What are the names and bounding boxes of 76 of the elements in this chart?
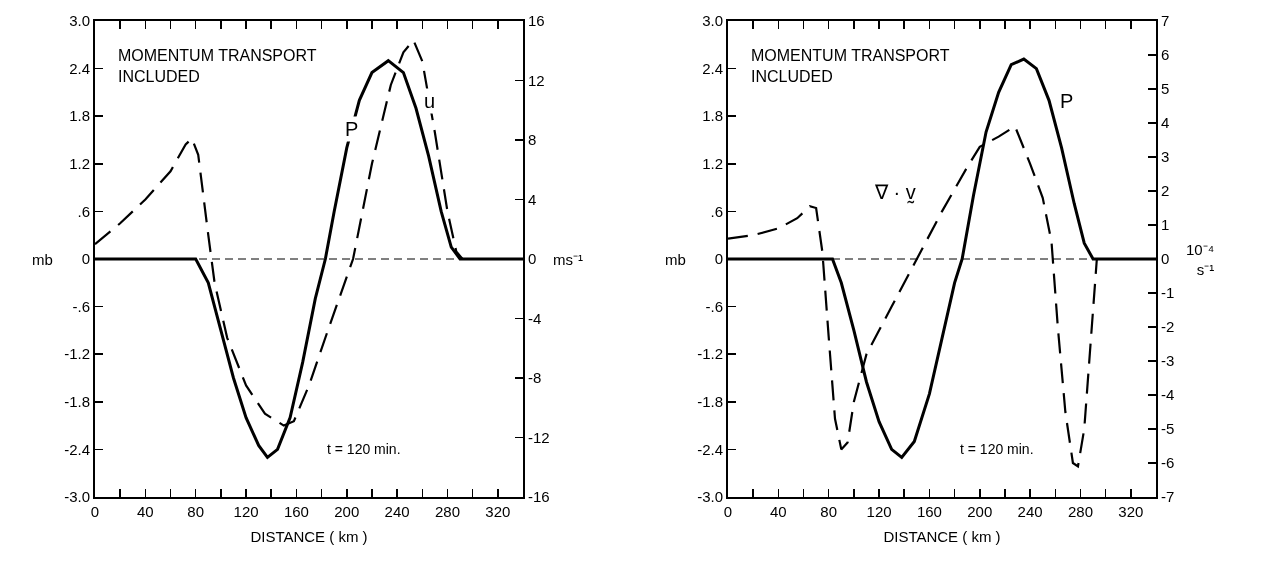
x-axis-title: DISTANCE ( km ) (250, 527, 368, 545)
y2-tick-label: -1 (1161, 284, 1175, 302)
y2-tick-label: -12 (528, 428, 550, 446)
x-tick-label: 240 (384, 503, 410, 520)
series-label: ∇ · v̰ (874, 181, 916, 204)
y-tick-label: -2.4 (697, 440, 723, 458)
x-tick-label: 80 (187, 503, 205, 520)
y-tick-label: 0 (81, 250, 90, 268)
y-tick-label: 1.8 (702, 107, 723, 125)
y2-tick-label: -2 (1161, 318, 1175, 336)
y-tick-label: -1.2 (64, 345, 90, 363)
y-tick-label: 0 (714, 250, 723, 268)
y-tick-label: 1.2 (702, 155, 723, 173)
y-tick-label: 1.8 (69, 107, 90, 125)
y2-tick-label: -7 (1161, 488, 1175, 506)
y2-tick-label: 7 (1161, 12, 1170, 30)
y-tick-label: .6 (77, 202, 90, 220)
x-tick-label: 280 (1067, 503, 1093, 520)
x-tick-label: 80 (820, 503, 838, 520)
y-tick-label: 2.4 (69, 59, 90, 77)
y2-tick-label: 4 (528, 190, 537, 208)
x-tick-label: 120 (866, 503, 892, 520)
y2-tick-label: -5 (1161, 420, 1175, 438)
annotation: MOMENTUM TRANSPORT INCLUDED (751, 47, 950, 85)
y2-tick-label: 5 (1161, 80, 1170, 98)
y-tick-label: -.6 (72, 297, 90, 315)
y-tick-label: -1.8 (697, 393, 723, 411)
y-axis-title: mb (665, 251, 686, 268)
annotation: t = 120 min. (960, 441, 1034, 457)
y-tick-label: -1.8 (64, 393, 90, 411)
y2-tick-label: 0 (1161, 250, 1170, 268)
y2-tick-label: 6 (1161, 46, 1170, 64)
y2-tick-label: 1 (1161, 216, 1170, 234)
y-tick-label: 1.2 (69, 155, 90, 173)
y2-tick-label: -3 (1161, 352, 1175, 370)
y2-tick-label: 8 (528, 131, 537, 149)
y2-tick-label: 0 (528, 250, 537, 268)
y2-tick-label: 2 (1161, 182, 1170, 200)
y-tick-label: 3.0 (702, 12, 723, 30)
x-tick-label: 240 (1017, 503, 1043, 520)
y2-tick-label: -4 (1161, 386, 1175, 404)
y2-tick-label: 16 (528, 12, 545, 30)
x-tick-label: 40 (770, 503, 787, 520)
y2-tick-label: 3 (1161, 148, 1170, 166)
y-tick-label: 3.0 (69, 12, 90, 30)
x-tick-label: 160 (916, 503, 942, 520)
y-axis-title: mb (32, 251, 53, 268)
x-tick-label: 320 (485, 503, 511, 520)
x-tick-label: 200 (967, 503, 993, 520)
y-tick-label: 2.4 (702, 59, 723, 77)
y2-axis-title: ms⁻¹ (553, 251, 583, 268)
annotation: MOMENTUM TRANSPORT INCLUDED (118, 47, 317, 85)
y-tick-label: .6 (710, 202, 723, 220)
y2-tick-label: -8 (528, 369, 542, 387)
y-tick-label: -.6 (705, 297, 723, 315)
x-axis-title: DISTANCE ( km ) (883, 527, 1001, 545)
y2-axis-title: 10⁻⁴ s⁻¹ (1186, 241, 1215, 278)
y-tick-label: -3.0 (64, 488, 90, 506)
x-tick-label: 200 (334, 503, 360, 520)
y2-tick-label: 4 (1161, 114, 1170, 132)
x-tick-label: 280 (434, 503, 460, 520)
y-tick-label: -3.0 (697, 488, 723, 506)
x-tick-label: 120 (233, 503, 259, 520)
y2-tick-label: -6 (1161, 454, 1175, 472)
series-label: u (424, 90, 436, 112)
y-tick-label: -1.2 (697, 345, 723, 363)
y2-tick-label: -4 (528, 309, 542, 327)
x-tick-label: 320 (1118, 503, 1144, 520)
annotation: t = 120 min. (327, 441, 401, 457)
series-label: P (345, 118, 359, 140)
y-tick-label: -2.4 (64, 440, 90, 458)
x-tick-label: 40 (137, 503, 154, 520)
series-label: P (1060, 90, 1074, 112)
y2-tick-label: 12 (528, 71, 545, 89)
y2-tick-label: -16 (528, 488, 550, 506)
x-tick-label: 160 (283, 503, 309, 520)
